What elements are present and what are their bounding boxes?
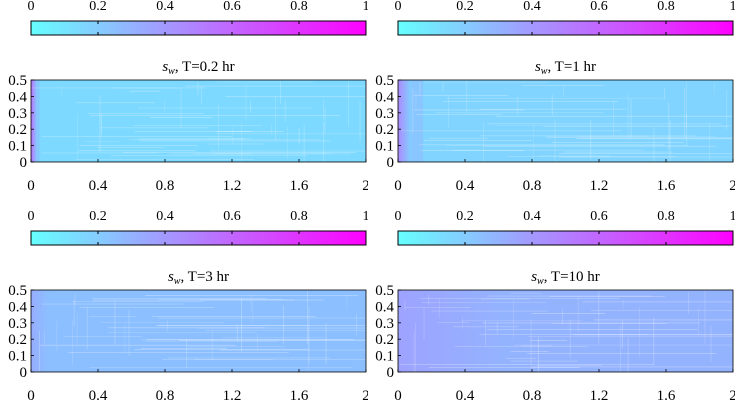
chart-svg: 0 0.2 0.4 0.6 0.8 1sw, T=0.2 hr00.10.20.30.40… [8, 0, 369, 194]
y-tick-label: 0.5 [375, 73, 394, 89]
x-tick-label: 0 [394, 388, 402, 404]
y-tick-label: 0.4 [8, 299, 27, 315]
x-tick-label: 1.6 [657, 178, 676, 194]
chart-title: sw, T=3 hr [168, 269, 229, 287]
colorbar-tick-label: 0.6 [223, 0, 241, 14]
y-tick-label: 0.1 [375, 139, 394, 155]
y-tick-label: 0.5 [375, 283, 394, 299]
y-tick-label: 0.1 [375, 349, 394, 365]
colorbar [397, 230, 734, 246]
y-tick-label: 0 [387, 155, 395, 171]
colorbar-tick-label: 1 [730, 0, 736, 14]
y-tick-label: 0.2 [8, 122, 27, 138]
x-tick-label: 1.2 [590, 388, 609, 404]
x-tick-label: 1.2 [223, 388, 242, 404]
colorbar-tick-label: 0.2 [456, 210, 474, 224]
plot-frame [30, 289, 367, 373]
plot-frame [30, 79, 367, 163]
y-tick-label: 0.4 [375, 299, 394, 315]
y-tick-label: 0.2 [375, 122, 394, 138]
colorbar-tick-label: 0.4 [523, 0, 541, 14]
colorbar-tick-label: 0.2 [456, 0, 474, 14]
y-tick-label: 0.3 [8, 106, 27, 122]
saturation-field [31, 80, 366, 162]
x-tick-label: 0 [394, 178, 402, 194]
x-tick-label: 0.4 [456, 178, 475, 194]
colorbar-tick-label: 0.8 [290, 0, 308, 14]
y-tick-label: 0.3 [8, 316, 27, 332]
x-tick-label: 1.6 [290, 178, 309, 194]
x-tick-label: 1.6 [290, 388, 309, 404]
y-tick-label: 0 [20, 155, 28, 171]
x-tick-label: 0.8 [156, 178, 175, 194]
y-tick-label: 0.4 [8, 89, 27, 105]
x-tick-label: 0.4 [456, 388, 475, 404]
x-tick-label: 0.4 [89, 178, 108, 194]
x-tick-label: 0 [27, 178, 35, 194]
y-tick-label: 0.2 [8, 332, 27, 348]
x-tick-label: 0.4 [89, 388, 108, 404]
x-tick-label: 1.2 [590, 178, 609, 194]
y-tick-label: 0.2 [375, 332, 394, 348]
chart-title: sw, T=0.2 hr [162, 59, 234, 77]
colorbar-tick-label: 0.8 [290, 210, 308, 224]
chart-title: sw, T=1 hr [535, 59, 596, 77]
colorbar-tick-label: 0.4 [523, 210, 541, 224]
y-tick-label: 0.5 [8, 73, 27, 89]
panel-t-1hr: 0 0.2 0.4 0.6 0.8 1 sw, T=1 hr 0 0.1 0.2 0.3 0.4 0.5… [367, 0, 735, 210]
y-tick-label: 0.4 [375, 89, 394, 105]
saturation-field [31, 290, 366, 372]
saturation-field [398, 80, 733, 162]
chart-svg: 0 0.2 0.4 0.6 0.8 1sw, T=1 hr00.10.20.30.40.5… [375, 0, 736, 194]
y-tick-label: 0.1 [8, 349, 27, 365]
plot-frame [397, 289, 734, 373]
panel-t-10hr: 0 0.2 0.4 0.6 0.8 1 sw, T=10 hr 0 0.1 0.2 0.3 0.4 0.… [367, 210, 735, 420]
y-tick-label: 0 [20, 365, 28, 381]
saturation-field [398, 290, 733, 372]
colorbar-tick-label: 0.2 [89, 210, 107, 224]
colorbar-tick-label: 1 [363, 0, 369, 14]
colorbar-tick-label: 0.4 [156, 210, 174, 224]
colorbar [30, 230, 367, 246]
panel-t-0-2hr: 0 0.2 0.4 0.6 0.8 1 sw, T=0.2 hr 0 0.1 0.2 0.3 0.4 0… [0, 0, 368, 210]
colorbar-tick-label: 1 [363, 210, 369, 224]
y-tick-label: 0.5 [8, 283, 27, 299]
colorbar-tick-label: 0 [395, 210, 402, 224]
colorbar [30, 20, 367, 36]
x-tick-label: 0 [27, 388, 35, 404]
x-tick-label: 2 [729, 388, 735, 404]
chart-svg: 0 0.2 0.4 0.6 0.8 1sw, T=3 hr00.10.20.30.40.5… [8, 210, 369, 404]
colorbar-tick-label: 0.4 [156, 0, 174, 14]
colorbar-tick-label: 0.8 [657, 210, 675, 224]
y-tick-label: 0 [387, 365, 395, 381]
colorbar-tick-label: 0.6 [223, 210, 241, 224]
panel-t-3hr: 0 0.2 0.4 0.6 0.8 1 sw, T=3 hr 0 0.1 0.2 0.3 0.4 0.5… [0, 210, 368, 420]
x-tick-label: 0.8 [523, 388, 542, 404]
y-tick-label: 0.3 [375, 106, 394, 122]
colorbar-tick-label: 0 [395, 0, 402, 14]
colorbar-tick-label: 0.6 [590, 210, 608, 224]
colorbar-tick-label: 0.6 [590, 0, 608, 14]
x-tick-label: 1.6 [657, 388, 676, 404]
plot-frame [397, 79, 734, 163]
x-tick-label: 2 [729, 178, 735, 194]
x-tick-label: 0.8 [523, 178, 542, 194]
colorbar-tick-label: 0 [28, 210, 35, 224]
y-tick-label: 0.1 [8, 139, 27, 155]
colorbar [397, 20, 734, 36]
colorbar-tick-label: 0.2 [89, 0, 107, 14]
x-tick-label: 2 [362, 388, 368, 404]
chart-svg: 0 0.2 0.4 0.6 0.8 1sw, T=10 hr00.10.20.30.40.… [375, 210, 736, 404]
y-tick-label: 0.3 [375, 316, 394, 332]
x-tick-label: 1.2 [223, 178, 242, 194]
chart-title: sw, T=10 hr [531, 269, 600, 287]
colorbar-tick-label: 0 [28, 0, 35, 14]
x-tick-label: 0.8 [156, 388, 175, 404]
x-tick-label: 2 [362, 178, 368, 194]
colorbar-tick-label: 1 [730, 210, 736, 224]
colorbar-tick-label: 0.8 [657, 0, 675, 14]
